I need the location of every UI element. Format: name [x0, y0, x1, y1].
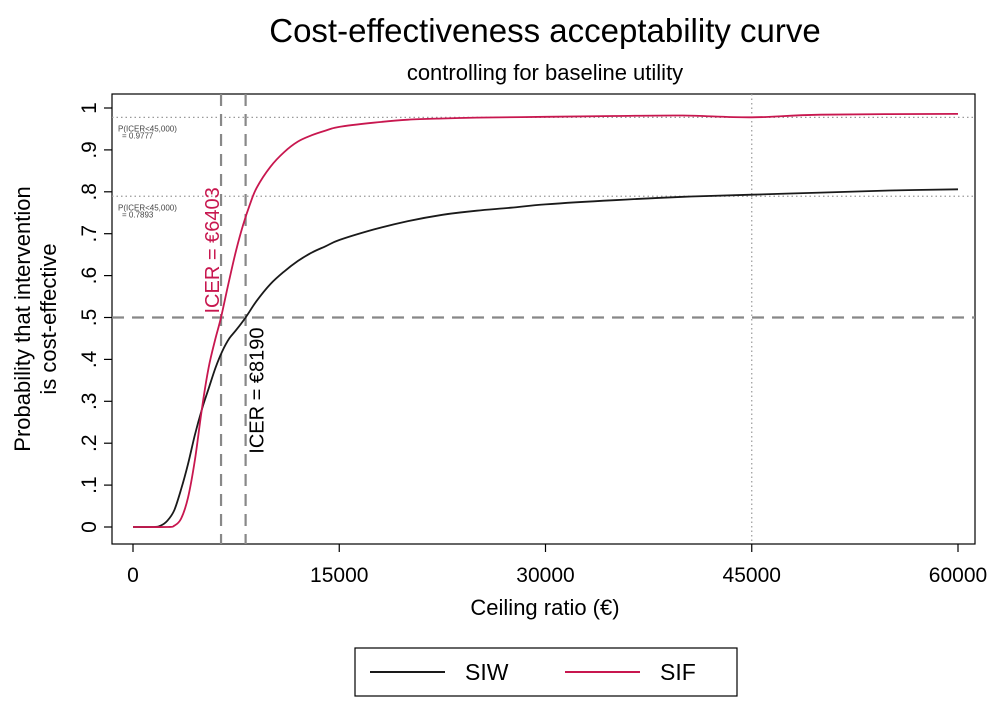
series-layer	[132, 113, 959, 528]
annotations: P(ICER<45,000) = 0.9777 P(ICER<45,000) =…	[118, 124, 269, 453]
y-tick-label: .6	[78, 267, 101, 285]
legend: SIW SIF	[354, 647, 738, 697]
reference-lines	[112, 94, 975, 544]
x-tick-label: 0	[127, 564, 139, 587]
y-tick-label: 0	[78, 521, 101, 533]
sif-probability-value: = 0.9777	[122, 131, 154, 140]
sif-icer-label: ICER = €6403	[202, 187, 224, 313]
y-tick-label: .7	[78, 225, 101, 243]
chart-title: Cost-effectiveness acceptability curve	[269, 12, 820, 49]
y-tick-label: .5	[78, 309, 101, 327]
y-tick-label: 1	[78, 102, 101, 114]
y-axis-label-line1: Probability that intervention	[10, 186, 35, 451]
y-tick-label: .1	[78, 476, 101, 494]
siw-probability-label: P(ICER<45,000)	[118, 203, 177, 212]
sif-probability-label: P(ICER<45,000)	[118, 124, 177, 133]
x-tick-label: 60000	[929, 564, 987, 587]
x-tick-label: 45000	[723, 564, 781, 587]
series-line-siw	[132, 188, 959, 528]
series-line-sif	[132, 113, 959, 528]
x-axis: 0 15000 30000 45000 60000	[127, 544, 987, 587]
y-tick-label: .3	[78, 393, 101, 411]
y-axis-label-line2: is cost-effective	[36, 243, 61, 394]
siw-icer-label: ICER = €8190	[247, 328, 269, 454]
y-axis: 0 .1 .2 .3 .4 .5 .6 .7 .8 .9 1	[78, 102, 112, 533]
x-tick-label: 30000	[516, 564, 574, 587]
chart-subtitle: controlling for baseline utility	[407, 60, 683, 85]
y-tick-label: .8	[78, 183, 101, 201]
y-tick-label: .9	[78, 141, 101, 159]
x-axis-label: Ceiling ratio (€)	[470, 595, 619, 620]
legend-entry-sif: SIF	[660, 659, 696, 685]
y-tick-label: .2	[78, 434, 101, 452]
plot-frame	[111, 93, 976, 545]
siw-probability-value: = 0.7893	[122, 210, 154, 219]
legend-entry-siw: SIW	[465, 659, 509, 685]
y-tick-label: .4	[78, 350, 101, 368]
x-tick-label: 15000	[310, 564, 368, 587]
